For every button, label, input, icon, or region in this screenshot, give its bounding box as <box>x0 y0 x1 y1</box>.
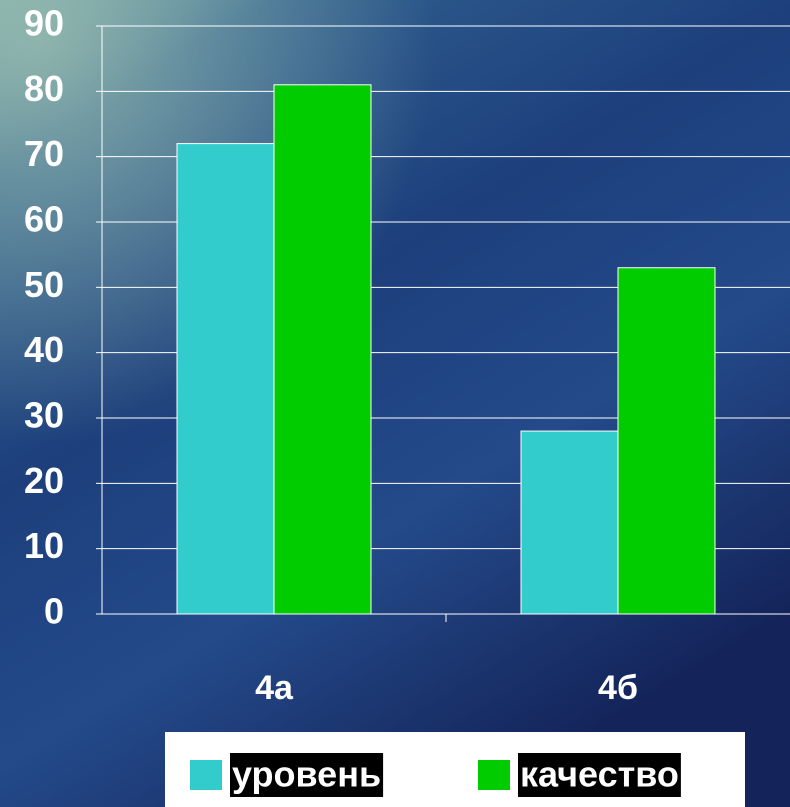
y-tick-label: 50 <box>24 264 64 305</box>
chart: 0 10 20 30 40 50 60 70 80 90 4а 4б уровень качество <box>0 0 790 807</box>
bar <box>274 85 371 614</box>
bar <box>177 144 274 614</box>
y-tick-label: 10 <box>24 525 64 566</box>
legend-label: уровень <box>232 754 381 795</box>
y-tick-label: 30 <box>24 395 64 436</box>
y-tick-label: 0 <box>44 591 64 632</box>
bar <box>521 431 618 614</box>
x-tick-label: 4б <box>598 669 638 707</box>
bar <box>618 268 715 614</box>
legend-marker <box>190 760 222 790</box>
y-tick-label: 60 <box>24 199 64 240</box>
y-tick-label: 90 <box>24 3 64 44</box>
y-tick-label: 20 <box>24 460 64 501</box>
x-tick-label: 4а <box>255 669 294 707</box>
legend-label: качество <box>520 754 679 795</box>
legend-marker <box>478 760 510 790</box>
y-tick-label: 80 <box>24 68 64 109</box>
y-tick-label: 70 <box>24 133 64 174</box>
y-tick-label: 40 <box>24 329 64 370</box>
